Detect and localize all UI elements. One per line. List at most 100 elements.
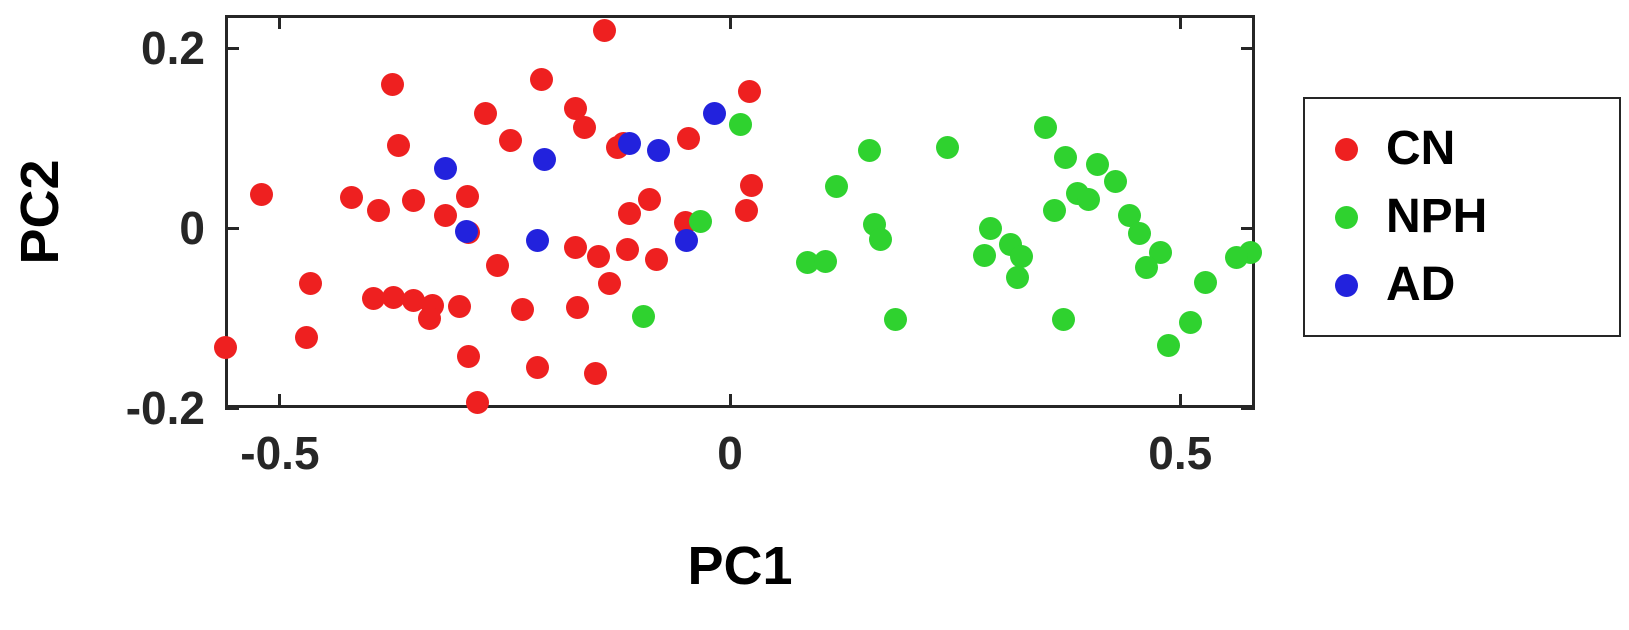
- data-point-nph: [978, 216, 1002, 240]
- y-tick-mark: [1241, 226, 1255, 230]
- x-tick-mark: [1178, 15, 1182, 29]
- data-point-cn: [572, 115, 596, 139]
- data-point-nph: [688, 210, 712, 234]
- data-point-cn: [457, 345, 481, 369]
- data-point-cn: [448, 294, 472, 318]
- legend-entry-ad: AD: [1335, 251, 1619, 319]
- x-tick-label: 0: [717, 427, 743, 479]
- data-point-nph: [1178, 311, 1202, 335]
- data-point-cn: [587, 245, 611, 269]
- data-point-cn: [597, 272, 621, 296]
- data-point-cn: [615, 238, 639, 262]
- data-point-nph: [632, 304, 656, 328]
- data-point-cn: [734, 198, 758, 222]
- data-point-nph: [1033, 115, 1057, 139]
- y-tick-mark: [1241, 46, 1255, 50]
- x-tick-mark: [278, 394, 282, 408]
- data-point-nph: [1128, 222, 1152, 246]
- data-point-nph: [1193, 270, 1217, 294]
- data-point-cn: [381, 285, 405, 309]
- data-point-cn: [362, 286, 386, 310]
- data-point-cn: [367, 198, 391, 222]
- data-point-cn: [380, 72, 404, 96]
- data-point-ad: [434, 157, 458, 181]
- legend: CN NPH AD: [1303, 97, 1621, 337]
- y-tick-mark: [225, 46, 239, 50]
- data-point-ad: [646, 139, 670, 163]
- y-tick-mark: [1241, 406, 1255, 410]
- y-tick-label: -0.2: [125, 382, 205, 434]
- data-point-cn: [563, 97, 587, 121]
- data-point-cn: [510, 297, 534, 321]
- data-point-cn: [340, 186, 364, 210]
- y-tick-label: 0: [179, 202, 205, 255]
- data-point-cn: [387, 133, 411, 157]
- data-point-nph: [884, 308, 908, 332]
- data-point-nph: [858, 139, 882, 163]
- data-point-ad: [525, 229, 549, 253]
- y-tick-mark: [225, 406, 239, 410]
- data-point-cn: [529, 68, 553, 92]
- data-point-cn: [250, 183, 274, 207]
- data-point-cn: [299, 272, 323, 296]
- x-tick-mark: [728, 15, 732, 29]
- data-point-nph: [1051, 308, 1075, 332]
- data-point-cn: [740, 174, 764, 198]
- data-point-nph: [1010, 245, 1034, 269]
- x-tick-mark: [1178, 394, 1182, 408]
- data-point-cn: [637, 187, 661, 211]
- legend-marker-ad-icon: [1335, 273, 1358, 297]
- data-point-cn: [563, 236, 587, 260]
- data-point-nph: [1118, 204, 1142, 228]
- legend-label-ad: AD: [1386, 258, 1456, 311]
- data-point-cn: [592, 18, 616, 42]
- data-point-cn: [434, 204, 458, 228]
- x-tick-label: -0.5: [240, 427, 320, 479]
- data-point-nph: [868, 228, 892, 252]
- data-point-nph: [729, 113, 753, 137]
- data-point-cn: [486, 254, 510, 278]
- data-point-nph: [1103, 169, 1127, 193]
- data-point-cn: [401, 288, 425, 312]
- y-tick-label: 0.2: [141, 22, 205, 75]
- data-point-nph: [1076, 187, 1100, 211]
- data-point-cn: [644, 248, 668, 272]
- data-point-ad: [703, 101, 727, 125]
- data-point-ad: [454, 220, 478, 244]
- legend-marker-nph-icon: [1335, 205, 1358, 229]
- data-point-nph: [824, 175, 848, 199]
- x-axis-label: PC1: [687, 536, 793, 596]
- data-point-nph: [1224, 246, 1248, 270]
- data-point-cn: [473, 101, 497, 125]
- data-point-nph: [1005, 266, 1029, 290]
- data-point-cn: [525, 356, 549, 380]
- data-point-cn: [295, 326, 319, 350]
- data-point-cn: [583, 362, 607, 386]
- data-point-cn: [401, 188, 425, 212]
- data-point-nph: [936, 135, 960, 159]
- data-point-nph: [1085, 152, 1109, 176]
- data-point-nph: [814, 249, 838, 273]
- legend-label-cn: CN: [1386, 122, 1456, 175]
- data-point-cn: [417, 307, 441, 331]
- legend-label-nph: NPH: [1386, 190, 1488, 243]
- x-tick-mark: [728, 394, 732, 408]
- data-point-cn: [214, 336, 238, 360]
- legend-entry-cn: CN: [1335, 115, 1619, 183]
- data-point-nph: [1148, 240, 1172, 264]
- legend-marker-cn-icon: [1335, 137, 1358, 161]
- data-point-nph: [1134, 256, 1158, 280]
- data-point-cn: [617, 202, 641, 226]
- data-point-nph: [1053, 146, 1077, 170]
- data-point-nph: [1042, 198, 1066, 222]
- data-point-cn: [455, 185, 479, 209]
- data-point-ad: [533, 148, 557, 172]
- data-point-cn: [738, 79, 762, 103]
- y-tick-mark: [225, 226, 239, 230]
- data-point-nph: [796, 250, 820, 274]
- x-tick-label: 0.5: [1148, 427, 1213, 479]
- y-axis-label: PC2: [10, 159, 70, 265]
- data-point-nph: [973, 243, 997, 267]
